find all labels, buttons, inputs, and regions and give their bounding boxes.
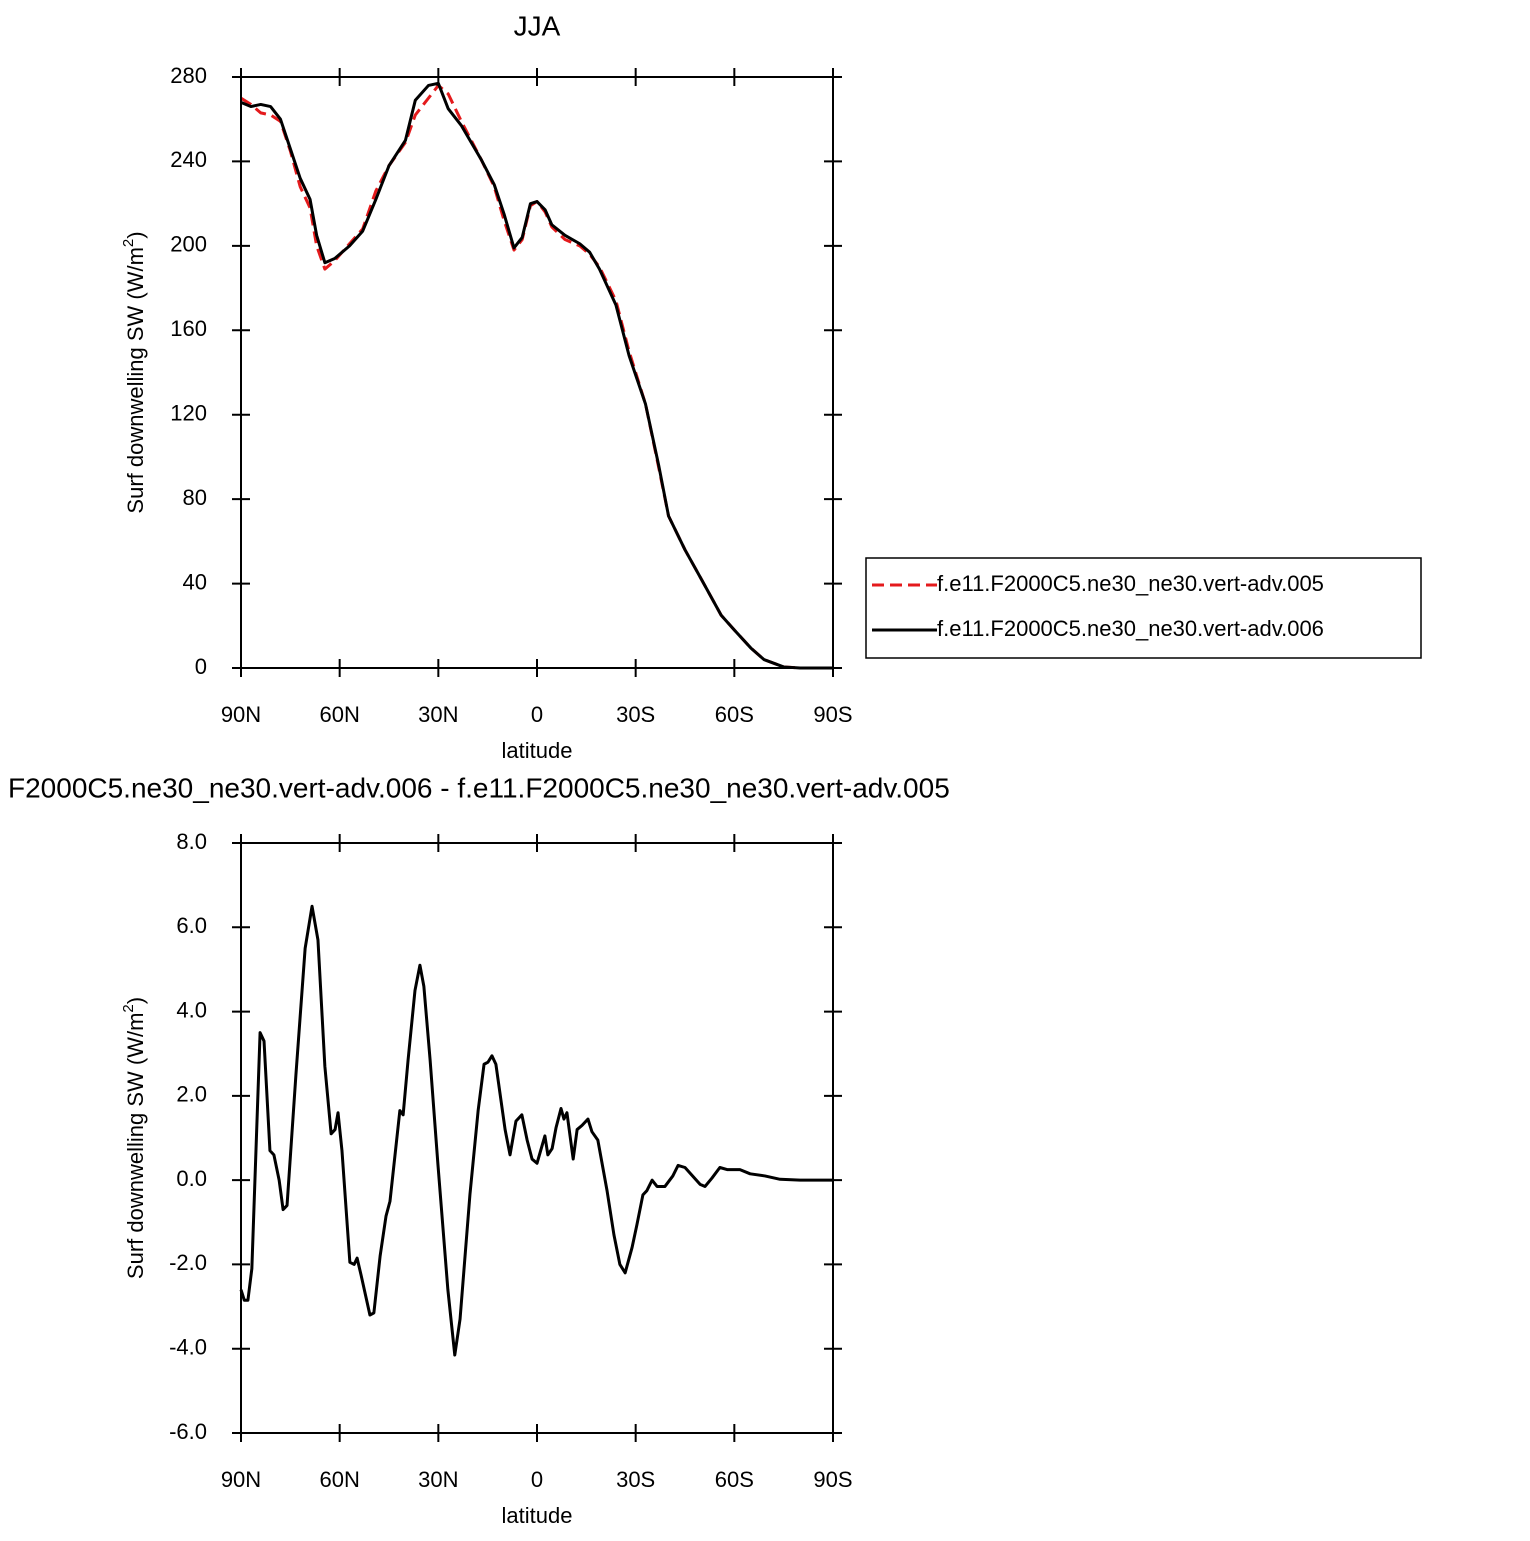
y-tick-label: 80 [183, 485, 207, 510]
x-tick-label: 60N [319, 702, 359, 727]
y-tick-label: 160 [170, 316, 207, 341]
x-tick-label: 30N [418, 1467, 458, 1492]
y-tick-label: 240 [170, 147, 207, 172]
y-axis-label: Surf downwelling SW (W/m2) [120, 231, 148, 513]
y-tick-label: -2.0 [169, 1250, 207, 1275]
x-tick-label: 90N [221, 702, 261, 727]
y-tick-label: 4.0 [176, 997, 207, 1022]
x-tick-label: 90S [813, 702, 852, 727]
legend-label: f.e11.F2000C5.ne30_ne30.vert-adv.006 [937, 616, 1324, 641]
y-tick-label: -4.0 [169, 1335, 207, 1360]
x-tick-label: 90S [813, 1467, 852, 1492]
legend-box [865, 557, 1422, 659]
x-tick-label: 60N [319, 1467, 359, 1492]
y-axis-label-suffix: ) [123, 997, 148, 1004]
y-axis-label-sup: 2 [120, 239, 137, 247]
x-tick-label: 30S [616, 1467, 655, 1492]
x-axis-label: latitude [502, 738, 573, 763]
y-tick-label: 0 [195, 654, 207, 679]
chart-title: JJA [514, 10, 561, 41]
y-tick-label: 120 [170, 401, 207, 426]
y-axis-label: Surf downwelling SW (W/m2) [120, 997, 148, 1279]
x-tick-label: 0 [531, 1467, 543, 1492]
y-tick-label: 2.0 [176, 1082, 207, 1107]
y-axis-label-text: Surf downwelling SW (W/m [123, 1013, 148, 1280]
x-axis-label: latitude [502, 1503, 573, 1528]
plot-frame [240, 842, 834, 1434]
x-tick-label: 30N [418, 702, 458, 727]
data-line [240, 81, 833, 670]
data-line [240, 83, 833, 670]
y-axis-label-suffix: ) [123, 231, 148, 238]
y-tick-label: 8.0 [176, 829, 207, 854]
x-tick-label: 0 [531, 702, 543, 727]
x-tick-label: 30S [616, 702, 655, 727]
y-axis-label-text: Surf downwelling SW (W/m [123, 247, 148, 514]
y-axis-label-sup: 2 [120, 1004, 137, 1012]
legend-label: f.e11.F2000C5.ne30_ne30.vert-adv.005 [937, 571, 1324, 596]
chart-title: F2000C5.ne30_ne30.vert-adv.006 - f.e11.F… [8, 772, 950, 803]
x-tick-label: 90N [221, 1467, 261, 1492]
x-tick-label: 60S [715, 702, 754, 727]
y-tick-label: 280 [170, 63, 207, 88]
y-tick-label: 6.0 [176, 913, 207, 938]
plot-frame [240, 76, 834, 669]
y-tick-label: 40 [183, 569, 207, 594]
data-line [239, 904, 833, 1357]
y-tick-label: 0.0 [176, 1166, 207, 1191]
y-tick-label: -6.0 [169, 1419, 207, 1444]
y-tick-label: 200 [170, 232, 207, 257]
x-tick-label: 60S [715, 1467, 754, 1492]
